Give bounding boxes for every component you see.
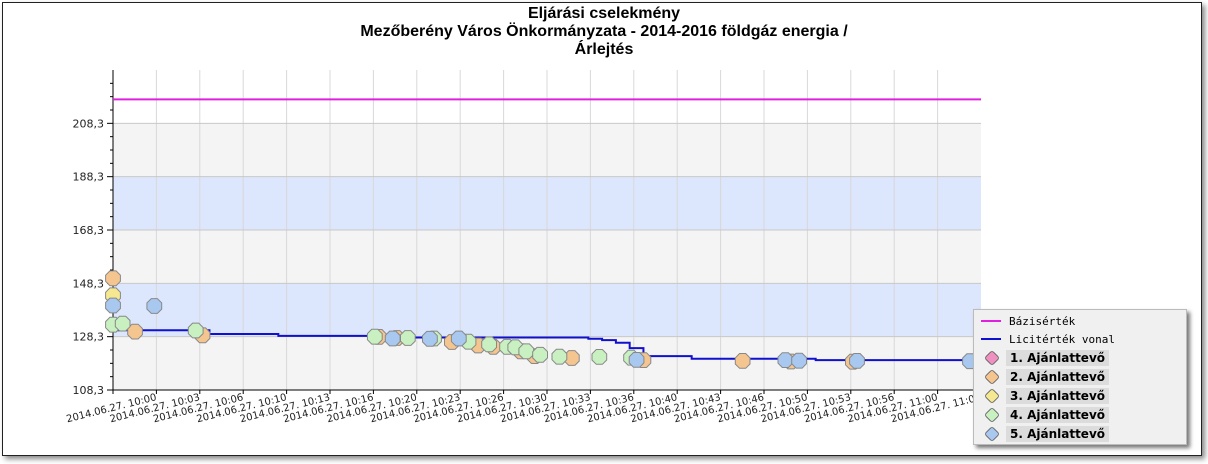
bidder-4-marker (591, 349, 608, 365)
bidder-4-marker (532, 346, 548, 363)
title-line-1: Eljárási cselekmény (527, 5, 681, 22)
bidder-5-marker (849, 353, 865, 369)
legend-item-bidder-3: 3. Ajánlattevő (974, 386, 1110, 406)
y-tick-label: 148,3 (73, 277, 105, 290)
legend-item-base: Bázisérték (974, 311, 1075, 331)
bidder-4-marker (366, 328, 383, 345)
bidder-5-marker (384, 330, 401, 347)
legend-label-bidder-2: 2. Ajánlattevő (1006, 369, 1110, 385)
bidder-4-marker (481, 336, 497, 353)
bidder-4-marker (400, 330, 416, 346)
bidder-5-marker (146, 298, 163, 314)
legend: Bázisérték Licitérték vonal 1. Ajánlatte… (973, 309, 1187, 445)
chart-title: Eljárási cselekmény Mezőberény Város Önk… (0, 5, 1208, 59)
bidder-4-marker (518, 343, 535, 360)
y-tick-label: 188,3 (73, 171, 105, 184)
y-tick-label: 128,3 (73, 331, 105, 344)
legend-item-bidder-2: 2. Ajánlattevő (974, 367, 1110, 387)
legend-label-licit: Licitérték vonal (1009, 332, 1115, 346)
legend-label-bidder-5: 5. Ajánlattevő (1006, 426, 1110, 442)
bidder-5-marker (791, 352, 807, 369)
title-line-3: Árlejtés (574, 41, 634, 58)
bidder-5-marker (450, 330, 467, 347)
bidder-5-marker (777, 352, 794, 368)
bidder-5-marker (422, 330, 438, 347)
licit-line (113, 329, 981, 362)
bidder-4-marker (114, 315, 131, 332)
bidder-5-marker (105, 297, 121, 314)
legend-swatch-bidder-2 (983, 368, 1001, 386)
legend-swatch-bidder-3 (983, 387, 1001, 405)
bidder-5-marker (628, 352, 645, 368)
legend-swatch-bidder-4 (983, 406, 1001, 424)
legend-item-bidder-5: 5. Ajánlattevő (974, 424, 1110, 444)
legend-label-bidder-4: 4. Ajánlattevő (1006, 407, 1110, 423)
legend-label-bidder-1: 1. Ajánlattevő (1006, 350, 1110, 366)
y-tick-label: 168,3 (73, 224, 105, 237)
bidder-2-marker (105, 270, 121, 287)
legend-item-licit: Licitérték vonal (974, 329, 1115, 349)
bidder-2-marker (734, 353, 751, 369)
legend-swatch-bidder-5 (983, 425, 1001, 443)
legend-label-bidder-3: 3. Ajánlattevő (1006, 388, 1110, 404)
legend-swatch-base (981, 320, 1001, 322)
legend-swatch-licit (981, 338, 1001, 340)
y-tick-label: 108,3 (73, 384, 105, 397)
legend-swatch-bidder-1 (983, 349, 1001, 367)
bidder-4-marker (551, 348, 568, 365)
legend-item-bidder-4: 4. Ajánlattevő (974, 405, 1110, 425)
bidder-4-marker (187, 322, 204, 339)
y-tick-label: 208,3 (73, 117, 105, 130)
title-line-2: Mezőberény Város Önkormányzata - 2014-20… (360, 23, 848, 40)
legend-item-bidder-1: 1. Ajánlattevő (974, 348, 1110, 368)
legend-label-base: Bázisérték (1009, 314, 1076, 328)
